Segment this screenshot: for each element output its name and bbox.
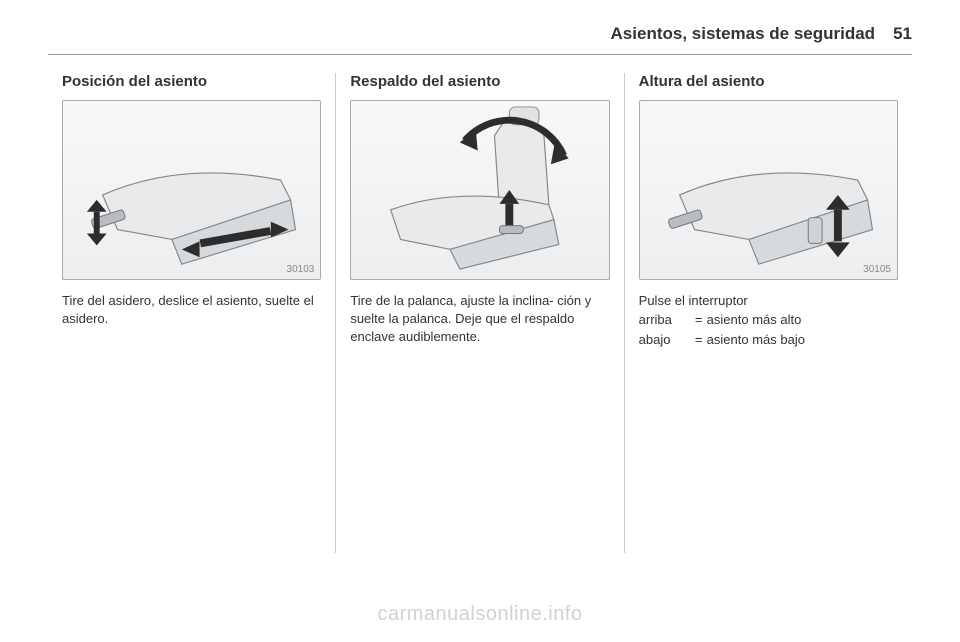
figure-seat-position: 30103 [62,100,321,280]
page-header: Asientos, sistemas de seguridad 51 [48,24,912,44]
col1-body: Tire del asidero, deslice el asiento, su… [62,292,321,328]
figure-id-1: 30103 [287,264,315,275]
table-row: abajo = asiento más bajo [639,330,898,350]
figure-id-3: 30105 [863,264,891,275]
seat-backrest-illustration [351,101,608,279]
seat-height-illustration [640,101,897,279]
col1-title: Posición del asiento [62,73,321,90]
column-seat-height: Altura del asiento [624,73,912,553]
col3-body-intro: Pulse el interruptor [639,292,898,310]
col2-title: Respaldo del asiento [350,73,609,90]
kv-key: abajo [639,330,691,350]
col3-title: Altura del asiento [639,73,898,90]
kv-val: asiento más alto [707,310,898,330]
kv-val: asiento más bajo [707,330,898,350]
page-number: 51 [893,24,912,44]
column-seat-position: Posición del asiento [48,73,335,553]
column-seat-backrest: Respaldo del asiento [335,73,623,553]
watermark-text: carmanualsonline.info [0,603,960,626]
kv-key: arriba [639,310,691,330]
seat-position-illustration [63,101,320,279]
manual-page: Asientos, sistemas de seguridad 51 Posic… [0,0,960,642]
kv-eq: = [691,330,707,350]
header-divider [48,54,912,55]
figure-seat-height: 30105 [639,100,898,280]
section-title: Asientos, sistemas de seguridad [611,24,876,44]
figure-seat-backrest [350,100,609,280]
content-columns: Posición del asiento [48,73,912,553]
kv-eq: = [691,310,707,330]
col2-body: Tire de la palanca, ajuste la inclina- c… [350,292,609,347]
table-row: arriba = asiento más alto [639,310,898,330]
